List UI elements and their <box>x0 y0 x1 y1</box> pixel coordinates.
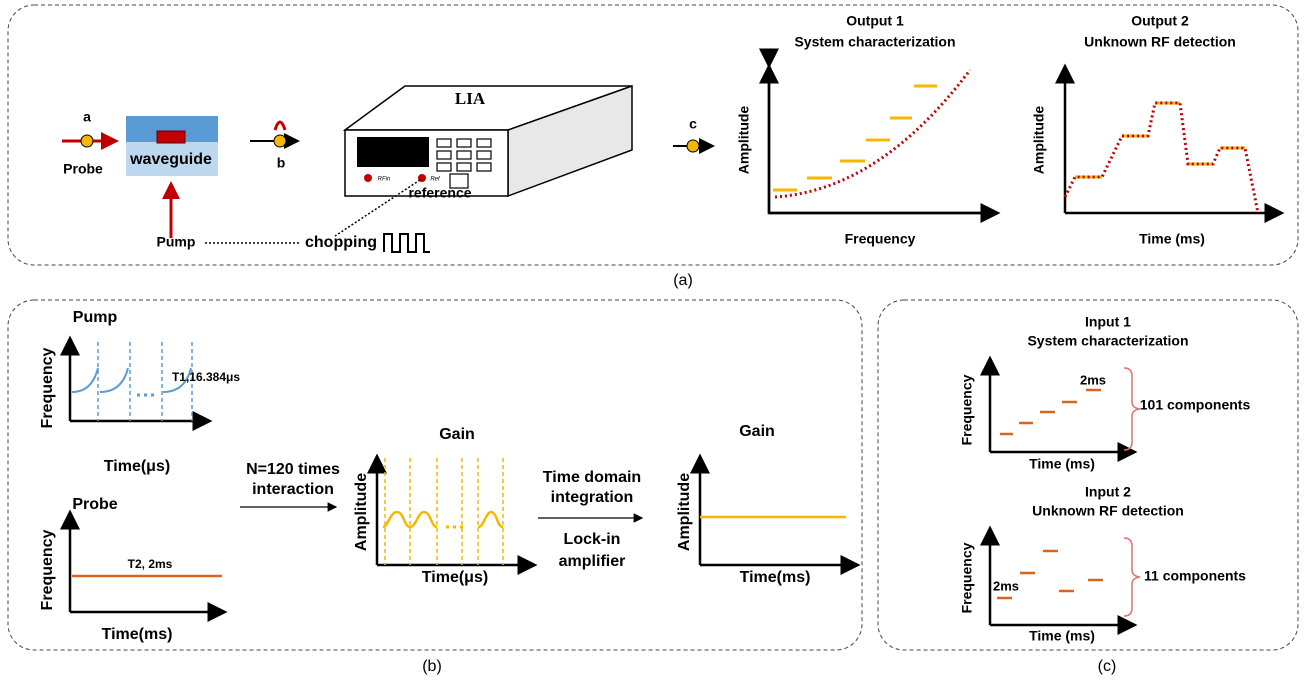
y-label: Frequency <box>959 542 975 613</box>
plot-title: Pump <box>73 309 118 326</box>
components-label: 11 components <box>1144 568 1246 584</box>
y-label: Amplitude <box>676 473 693 551</box>
probe-label: Probe <box>63 161 103 177</box>
detected-curve <box>1065 103 1258 213</box>
components-label: 101 components <box>1140 397 1251 413</box>
waveguide-core <box>157 131 185 143</box>
marker-label: a <box>83 109 91 125</box>
rf-port <box>364 174 372 182</box>
brace <box>1124 368 1140 450</box>
rf-label: RFin <box>378 177 391 183</box>
arrow-label: N=120 times <box>246 461 340 478</box>
plot-title: Input 2 <box>1085 484 1131 500</box>
plot-title: Unknown RF detection <box>1032 503 1184 519</box>
ref-label: Ref <box>430 177 441 183</box>
arrow-label: interaction <box>252 481 334 498</box>
period-label: T1,16.384μs <box>172 370 240 384</box>
panel-label: (a) <box>673 272 693 289</box>
plot-title: Gain <box>739 423 775 440</box>
y-label: Amplitude <box>353 473 370 551</box>
arrow-label: Lock-in <box>564 531 621 548</box>
plot-title: Probe <box>72 496 117 513</box>
plot-title: System characterization <box>794 34 955 50</box>
panel-label: (c) <box>1098 658 1117 675</box>
y-label: Amplitude <box>736 106 752 175</box>
duration-label: 2ms <box>993 578 1019 593</box>
x-label: Time(ms) <box>740 569 811 586</box>
y-label: Amplitude <box>1031 106 1047 175</box>
gain-bump <box>275 122 285 130</box>
brace <box>1124 538 1140 616</box>
period-lines <box>385 458 503 565</box>
lia-display <box>357 137 429 167</box>
square-wave <box>384 234 430 252</box>
arrow-label: Time domain <box>543 469 641 486</box>
gain-curve <box>383 512 503 527</box>
pump-label: Pump <box>157 234 196 250</box>
plot-title: Input 1 <box>1085 314 1131 330</box>
marker-label: b <box>277 155 286 171</box>
y-label: Frequency <box>39 347 56 428</box>
panel-label: (b) <box>422 658 442 675</box>
probe-point <box>81 135 93 147</box>
waveguide-label: waveguide <box>129 151 212 168</box>
panel-c-frame <box>878 300 1298 650</box>
plot-title: System characterization <box>1027 333 1188 349</box>
reference-label: reference <box>408 185 471 201</box>
y-label: Frequency <box>959 374 975 445</box>
y-label: Frequency <box>39 529 56 610</box>
x-label: Frequency <box>845 231 916 247</box>
x-label: Time(μs) <box>104 458 170 475</box>
x-label: Time(ms) <box>102 626 173 643</box>
period-label: T2, 2ms <box>128 557 173 571</box>
plot-title: Gain <box>439 426 475 443</box>
fit-curve <box>775 70 970 197</box>
plot-title: Output 2 <box>1131 13 1189 29</box>
chopping-label: chopping <box>305 234 377 251</box>
x-label: Time (ms) <box>1029 628 1095 644</box>
marker-label: c <box>689 116 697 132</box>
diagram: (a) (b) (c) a Probe waveguide Pump chopp… <box>0 0 1306 684</box>
x-label: Time(μs) <box>422 569 488 586</box>
steps <box>1075 103 1245 177</box>
output-point <box>687 140 699 152</box>
arrow-label: amplifier <box>559 553 626 570</box>
arrow-label: integration <box>551 489 634 506</box>
tones <box>1000 390 1101 434</box>
duration-label: 2ms <box>1080 372 1106 387</box>
signal-point <box>274 135 286 147</box>
lia-label: LIA <box>455 89 486 108</box>
x-label: Time (ms) <box>1029 456 1095 472</box>
plot-title: Output 1 <box>846 13 904 29</box>
steps <box>773 86 937 190</box>
plot-title: Unknown RF detection <box>1084 34 1236 50</box>
x-label: Time (ms) <box>1139 231 1205 247</box>
